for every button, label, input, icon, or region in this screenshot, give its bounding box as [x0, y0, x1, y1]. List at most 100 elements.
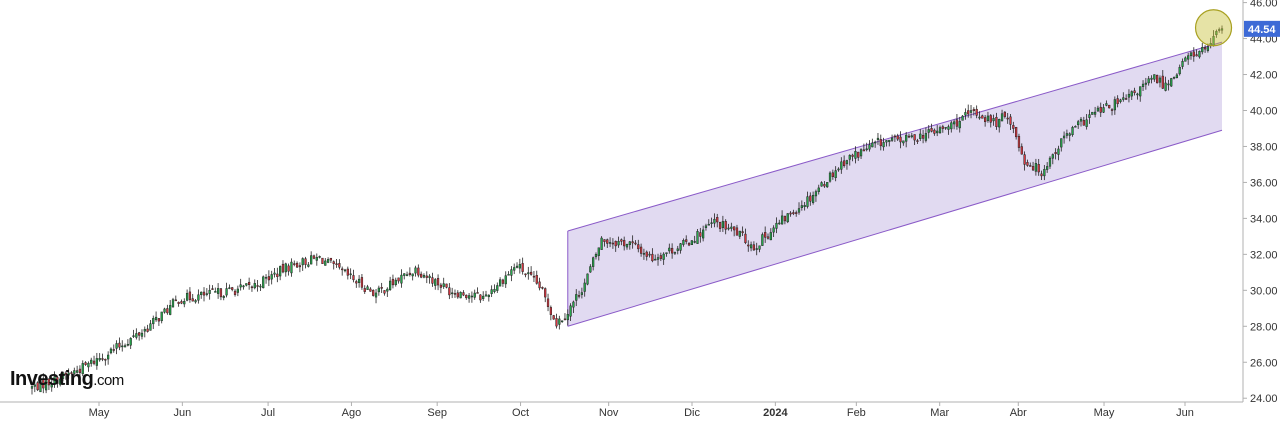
candle: [874, 140, 877, 148]
candle-body: [200, 291, 203, 296]
candle-body: [287, 265, 290, 272]
candle-body: [1164, 82, 1167, 91]
candle: [479, 294, 482, 303]
channel-fill: [567, 42, 1222, 327]
candle: [1026, 159, 1029, 167]
candle-body: [747, 244, 750, 247]
candle-body: [702, 229, 705, 239]
candle: [984, 115, 987, 127]
candle-body: [1043, 168, 1046, 177]
candle-body: [1062, 135, 1066, 139]
candle-body: [1167, 83, 1170, 86]
candle-body: [682, 239, 685, 245]
candle-body: [1198, 51, 1201, 58]
candle-body: [1220, 28, 1224, 31]
candle-body: [749, 244, 753, 249]
candle: [1203, 45, 1207, 53]
candle: [575, 289, 578, 307]
candle: [1141, 80, 1145, 92]
candle: [121, 340, 124, 352]
y-tick-label: 40.00: [1250, 105, 1278, 117]
candle-body: [862, 149, 865, 152]
candle: [721, 215, 725, 232]
candle: [1167, 79, 1170, 91]
candle-body: [242, 285, 245, 288]
candle: [992, 114, 995, 126]
candle: [104, 358, 107, 366]
candle-body: [380, 287, 383, 289]
candle-body: [1023, 154, 1026, 165]
candle: [428, 274, 431, 284]
x-tick-label: Ago: [342, 407, 362, 419]
x-tick-label: Oct: [512, 407, 529, 419]
candle: [183, 298, 186, 308]
candle-body: [448, 287, 451, 296]
candle: [47, 378, 51, 391]
candle-body: [783, 215, 787, 222]
candle-body: [654, 258, 657, 261]
candle: [907, 133, 911, 139]
candle-body: [546, 298, 550, 307]
candle: [755, 242, 758, 256]
candle-body: [902, 140, 905, 144]
candle: [902, 140, 905, 146]
candle: [563, 313, 567, 321]
candle-body: [707, 223, 710, 226]
candle-body: [992, 118, 995, 122]
candle: [834, 166, 837, 182]
candle-body: [476, 292, 479, 294]
candle: [318, 255, 321, 259]
candle-body: [930, 128, 933, 132]
candle-body: [614, 240, 617, 247]
candle: [369, 287, 372, 292]
candle: [1195, 49, 1198, 57]
candle: [941, 124, 944, 133]
candle: [682, 238, 685, 247]
candle: [775, 217, 778, 234]
candle-body: [239, 284, 242, 288]
candle-body: [558, 318, 561, 325]
candle-body: [1195, 54, 1198, 57]
candle: [39, 377, 42, 393]
candle-body: [484, 294, 488, 297]
candle: [498, 277, 502, 287]
candle-body: [70, 372, 73, 374]
candle-body: [149, 323, 152, 331]
candle-body: [267, 276, 270, 281]
candle: [329, 257, 333, 264]
candle: [789, 211, 792, 217]
candle-body: [527, 272, 530, 275]
candle-body: [845, 160, 849, 165]
candle: [930, 123, 933, 133]
candle-body: [140, 332, 144, 337]
candle: [202, 287, 206, 302]
candle: [442, 277, 445, 289]
candle: [924, 127, 928, 143]
candle-body: [772, 227, 775, 233]
y-tick-label: 32.00: [1250, 249, 1278, 261]
candle: [462, 290, 465, 297]
candle: [177, 301, 180, 307]
candle-body: [352, 275, 355, 281]
candle-body: [724, 221, 727, 230]
candle: [154, 311, 158, 322]
candle: [837, 167, 840, 172]
candle-body: [668, 247, 671, 252]
candle-body: [927, 129, 930, 133]
candle: [459, 291, 462, 299]
candle-body: [625, 243, 629, 248]
candle: [529, 266, 533, 276]
candle: [216, 283, 220, 299]
candle: [876, 132, 880, 145]
candle: [1156, 74, 1159, 84]
candle-body: [1074, 125, 1077, 128]
candle: [408, 267, 411, 277]
candle-body: [566, 314, 569, 321]
candle-body: [467, 295, 471, 299]
candle: [597, 247, 600, 261]
candle-body: [885, 140, 888, 143]
candle: [1048, 156, 1052, 169]
candle-body: [1147, 78, 1150, 84]
candle-body: [1203, 47, 1207, 50]
y-tick-label: 26.00: [1250, 357, 1278, 369]
